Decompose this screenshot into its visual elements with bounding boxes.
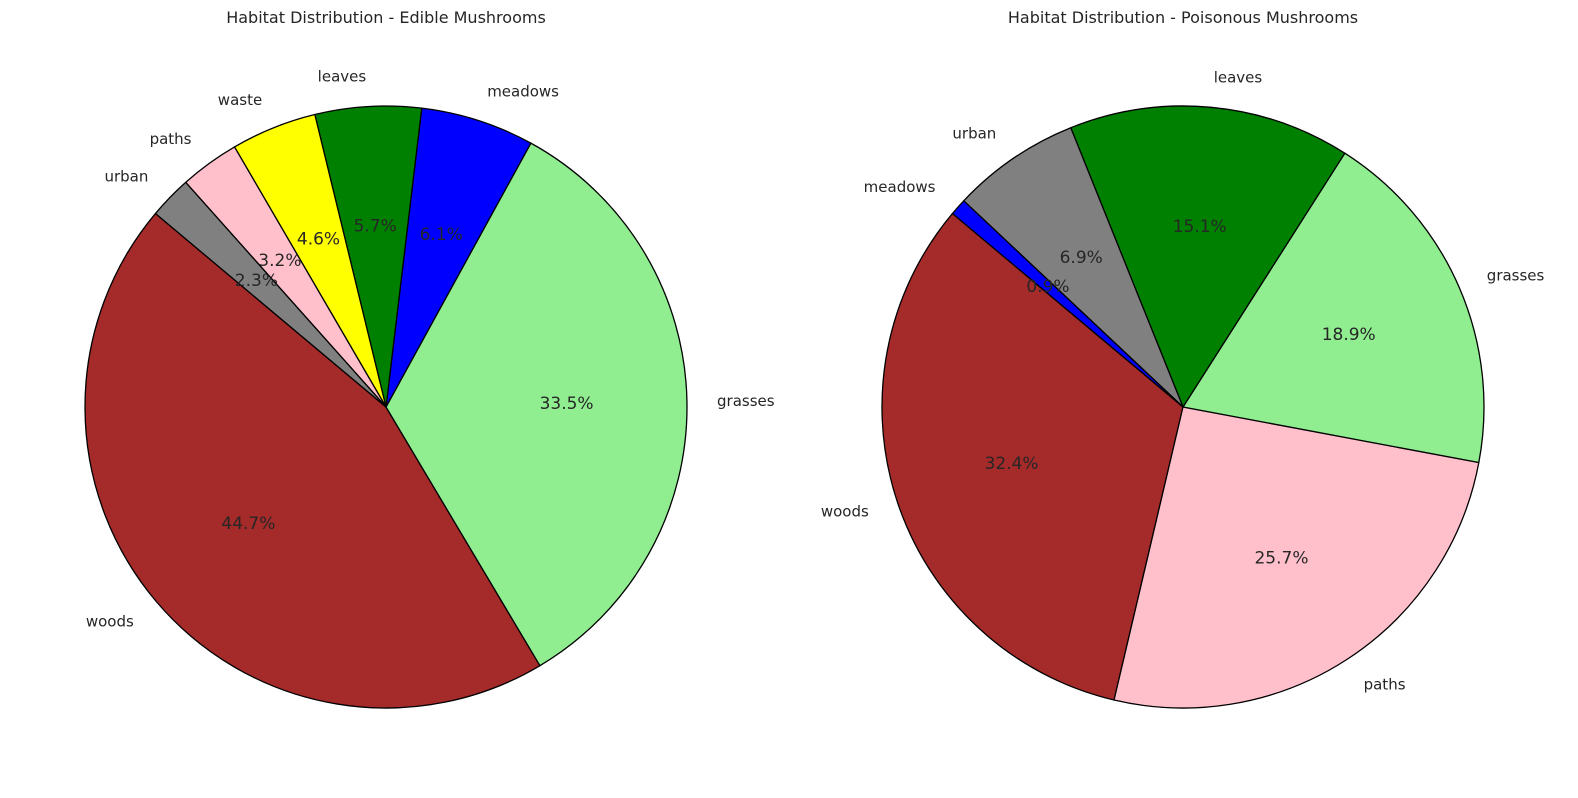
chart-title: Habitat Distribution - Edible Mushrooms [226, 8, 546, 27]
percentage-labels: 32.4% 25.7% 18.9% 15.1% 6.9% 0.9% [985, 217, 1376, 568]
percentage-label-grasses: 33.5% [540, 394, 594, 414]
chart-title: Habitat Distribution - Poisonous Mushroo… [1008, 8, 1358, 27]
slice-paths [1113, 406, 1480, 709]
category-label-leaves: leaves [1214, 68, 1263, 86]
percentage-label-woods: 32.4% [985, 454, 1039, 474]
slice-urban [154, 181, 387, 408]
category-label-leaves: leaves [318, 68, 367, 86]
slice-woods [84, 212, 541, 709]
percentage-label-paths: 3.2% [258, 251, 301, 271]
percentage-label-waste: 4.6% [297, 230, 340, 250]
slice-woods [881, 212, 1184, 701]
percentage-label-leaves: 5.7% [354, 217, 397, 237]
poisonous-pie-chart: Habitat Distribution - Poisonous Mushroo… [821, 8, 1545, 709]
category-label-meadows: meadows [864, 178, 936, 196]
category-label-grasses: grasses [717, 392, 775, 410]
category-label-urban: urban [952, 125, 996, 143]
category-label-grasses: grasses [1487, 266, 1545, 284]
percentage-label-paths: 25.7% [1254, 548, 1308, 568]
slice-leaves [1070, 105, 1346, 408]
category-labels: woods paths grasses leaves urban meadows [821, 68, 1545, 693]
edible-pie-chart: Habitat Distribution - Edible Mushrooms … [84, 8, 775, 709]
percentage-label-meadows: 0.9% [1026, 277, 1069, 297]
slice-meadows [951, 200, 1184, 408]
category-label-woods: woods [821, 502, 869, 520]
percentage-label-leaves: 15.1% [1173, 217, 1227, 237]
category-label-woods: woods [86, 613, 134, 631]
slice-grasses [385, 142, 688, 667]
pie-slices [881, 105, 1485, 709]
percentage-label-urban: 6.9% [1060, 248, 1103, 268]
category-labels: woods grasses meadows leaves waste paths urban [86, 68, 775, 631]
category-label-paths: paths [150, 130, 192, 148]
category-label-paths: paths [1364, 676, 1406, 694]
percentage-label-grasses: 18.9% [1322, 325, 1376, 345]
category-label-meadows: meadows [487, 83, 559, 101]
percentage-label-urban: 2.3% [235, 271, 278, 291]
slice-grasses [1182, 152, 1485, 464]
category-label-urban: urban [104, 167, 148, 185]
category-label-waste: waste [218, 91, 262, 109]
percentage-label-meadows: 6.1% [420, 225, 463, 245]
slice-urban [963, 127, 1184, 408]
pie-slices [84, 105, 688, 709]
percentage-labels: 44.7% 33.5% 6.1% 5.7% 4.6%3.2%2.3% [221, 217, 593, 534]
percentage-label-woods: 44.7% [221, 514, 275, 534]
